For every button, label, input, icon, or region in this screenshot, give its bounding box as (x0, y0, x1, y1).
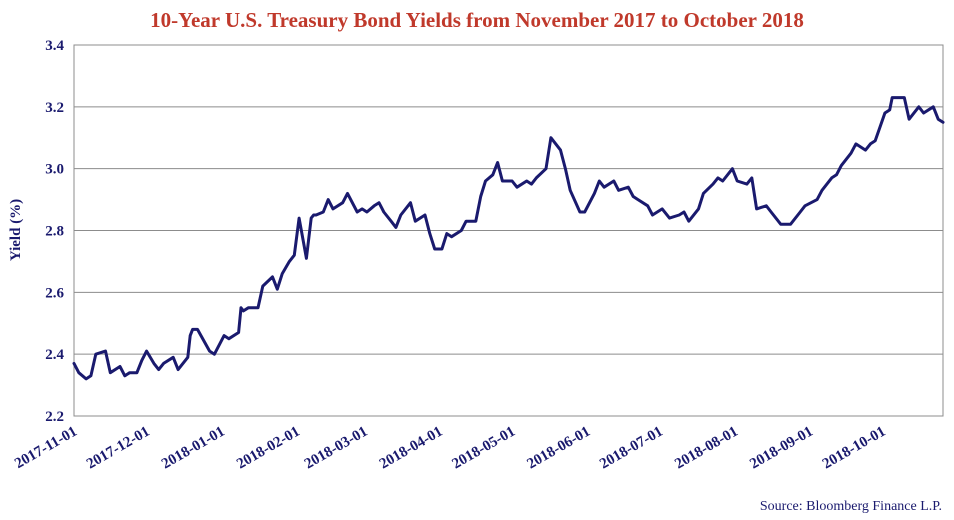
series-layer (72, 96, 945, 381)
x-tick-label: 2018-10-01 (820, 424, 889, 473)
plot-frame (73, 44, 944, 417)
y-tick-label: 3.0 (45, 162, 64, 178)
source-note: Source: Bloomberg Finance L.P. (760, 499, 942, 514)
y-tick-label: 3.2 (45, 100, 64, 116)
x-tick-label: 2017-11-01 (12, 424, 80, 472)
y-tick-label: 2.2 (45, 409, 64, 425)
x-tick-label: 2018-09-01 (747, 424, 816, 473)
x-tick-label: 2018-07-01 (597, 424, 666, 473)
y-tick-label: 2.6 (45, 285, 64, 301)
y-axis-label: Yield (%) (8, 199, 24, 261)
x-axis: 2017-11-01 2017-12-01 2018-01-01 2018-02-01… (12, 424, 888, 473)
y-tick-label: 2.8 (45, 224, 64, 240)
chart-title: 10-Year U.S. Treasury Bond Yields from N… (150, 8, 804, 32)
x-tick-label: 2018-02-01 (234, 424, 303, 473)
x-tick-label: 2018-04-01 (377, 424, 446, 473)
x-tick-label: 2018-05-01 (450, 424, 519, 473)
grid-layer (74, 106, 943, 355)
x-tick-label: 2018-06-01 (525, 424, 594, 473)
x-tick-label: 2018-08-01 (672, 424, 741, 473)
yield-line-series (72, 96, 945, 381)
x-tick-label: 2018-01-01 (159, 424, 228, 473)
x-tick-label: 2017-12-01 (84, 424, 153, 473)
y-tick-label: 3.4 (45, 38, 64, 54)
y-tick-label: 2.4 (45, 347, 64, 363)
x-tick-label: 2018-03-01 (302, 424, 371, 473)
y-axis: 2.2 2.4 2.6 2.8 3.0 3.2 3.4 (45, 38, 64, 425)
